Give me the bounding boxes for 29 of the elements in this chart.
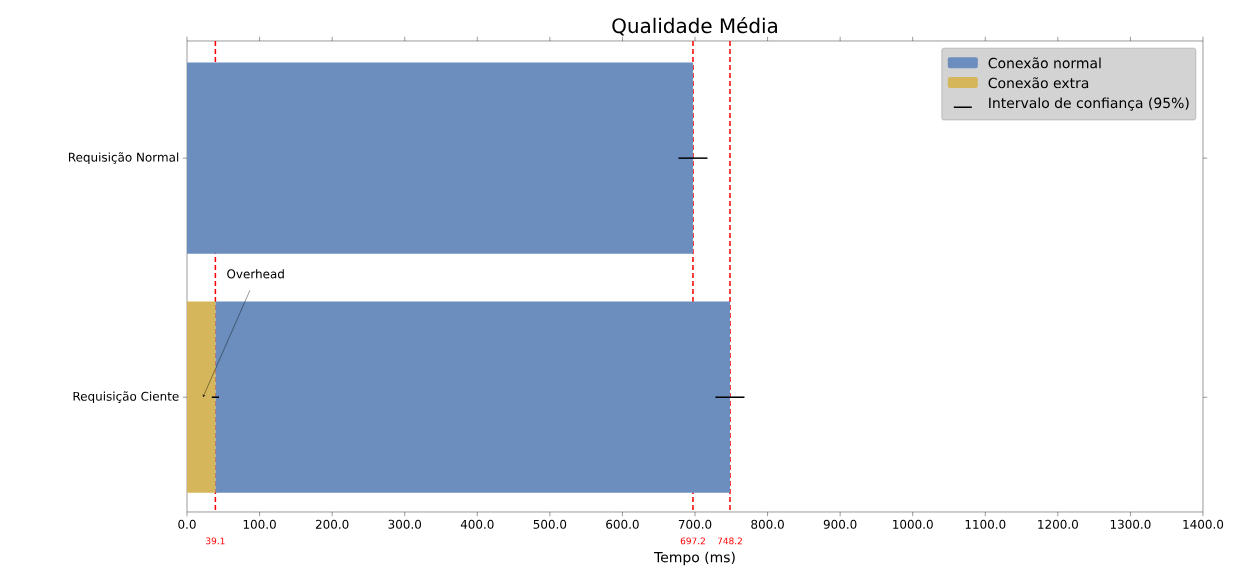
- x-tick-label: 600.0: [606, 519, 639, 529]
- x-tick-label: 800.0: [751, 519, 784, 529]
- x-tick-label: 300.0: [388, 519, 422, 529]
- annotation: Overhead: [227, 269, 284, 279]
- x-tick-label: 100.0: [243, 519, 276, 529]
- bar: [187, 62, 693, 254]
- x-tick-label: 700.0: [678, 519, 712, 529]
- bar: [187, 301, 216, 493]
- bar: [215, 301, 730, 493]
- x-tick-label: 1000.0: [893, 519, 933, 529]
- x-tick-label: 400.0: [460, 519, 494, 529]
- legend-label: Conexão normal: [988, 57, 1101, 69]
- x-tick-label: 900.0: [823, 519, 857, 529]
- x-tick-label: 500.0: [533, 519, 567, 529]
- ref-line-label: 697.2: [680, 537, 705, 545]
- x-tick-label: 1300.0: [1110, 519, 1151, 529]
- ref-line-label: 39.1: [206, 537, 225, 545]
- chart-title: Qualidade Média: [612, 16, 777, 36]
- y-tick-label: Requisição Normal: [68, 152, 179, 165]
- x-tick-label: 1400.0: [1183, 519, 1224, 529]
- x-axis-title: Tempo (ms): [654, 551, 735, 566]
- annotation: Intervalo de confiança (95%): [989, 97, 1189, 111]
- legend-label: Conexão extra: [988, 77, 1089, 89]
- y-tick-label: Requisição Ciente: [73, 391, 179, 404]
- x-tick-label: 200.0: [315, 519, 349, 529]
- x-tick-label: 1100.0: [965, 519, 1006, 529]
- ref-line-label: 748.2: [717, 537, 742, 545]
- x-tick-label: 1200.0: [1038, 519, 1078, 529]
- x-tick-label: 0.0: [178, 519, 196, 529]
